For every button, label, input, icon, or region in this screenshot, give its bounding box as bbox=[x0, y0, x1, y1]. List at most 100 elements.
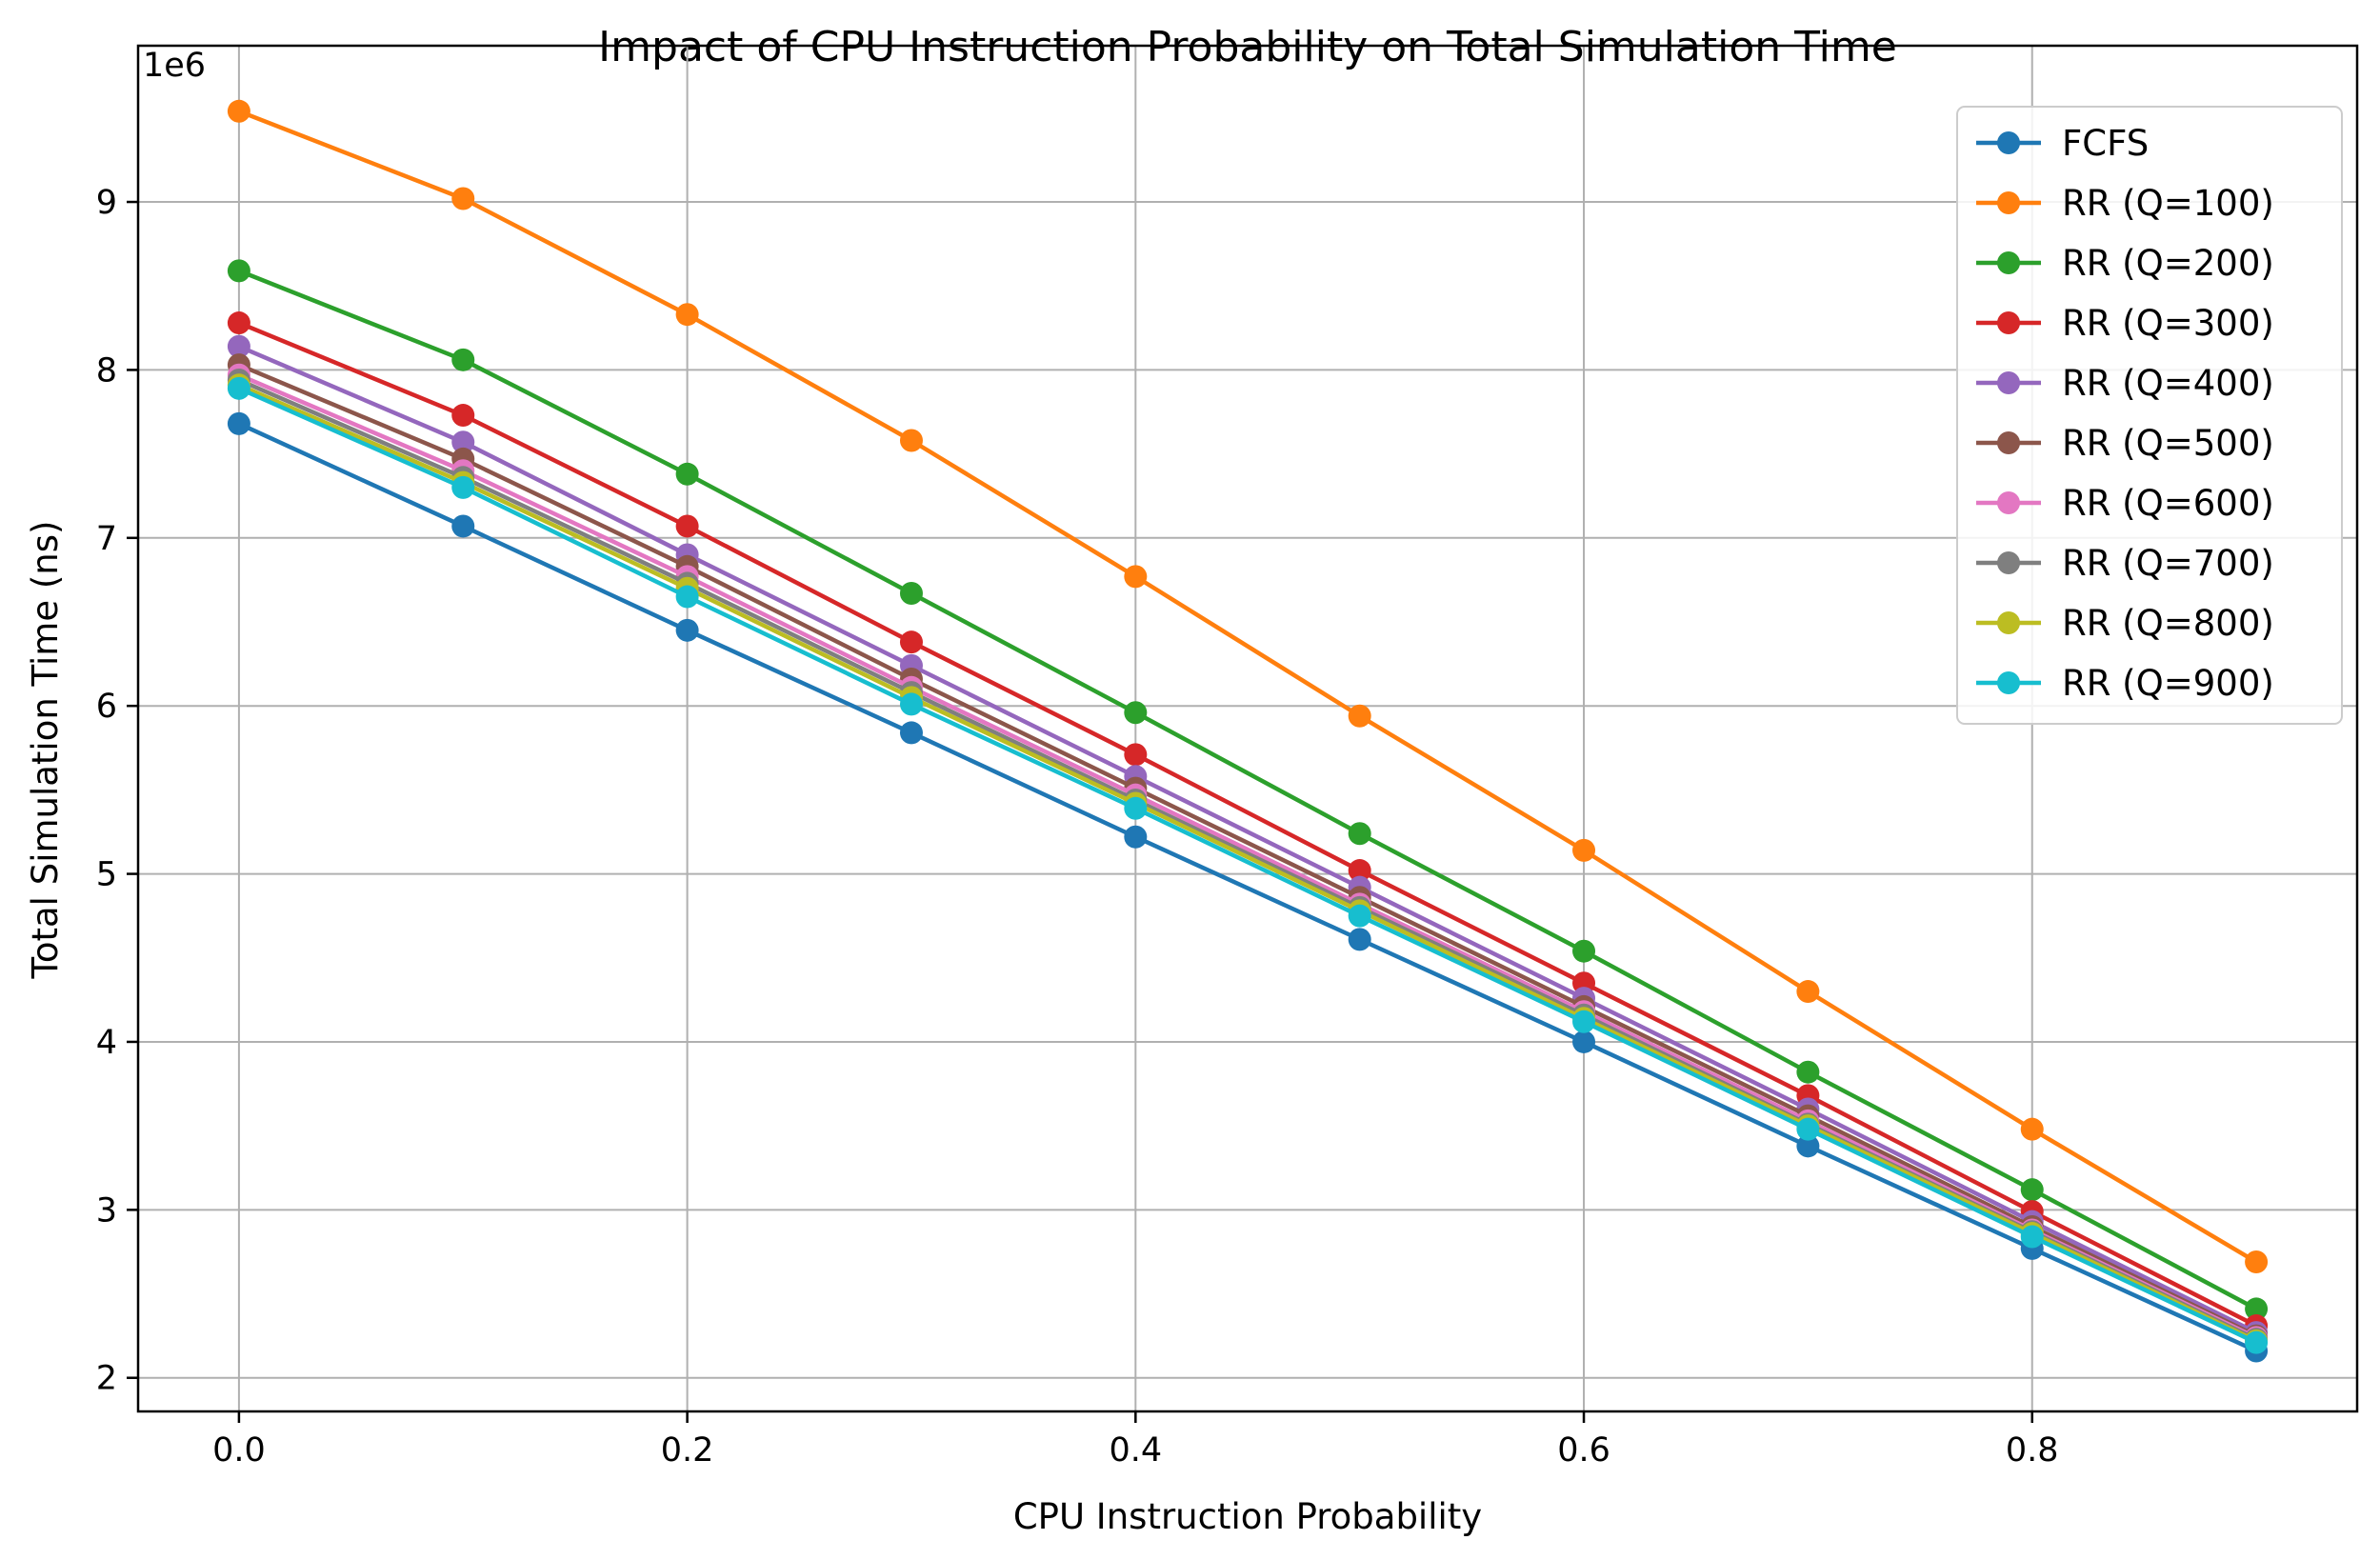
legend-item: RR (Q=700) bbox=[1976, 543, 2274, 584]
x-tick-label: 0.0 bbox=[212, 1431, 266, 1470]
y-tick-label: 6 bbox=[96, 688, 117, 726]
legend-label: RR (Q=300) bbox=[2062, 303, 2274, 344]
series-line bbox=[238, 363, 2258, 1338]
series-1 bbox=[227, 411, 2269, 1363]
legend-item: RR (Q=200) bbox=[1976, 243, 2274, 284]
data-point bbox=[1124, 565, 1148, 589]
legend-label: RR (Q=600) bbox=[2062, 483, 2274, 524]
data-point bbox=[1124, 796, 1148, 820]
series-3 bbox=[227, 259, 2269, 1321]
data-point bbox=[1796, 1117, 1820, 1141]
y-tick-label: 5 bbox=[96, 856, 117, 894]
data-point bbox=[1572, 1030, 1596, 1053]
y-tick-label: 7 bbox=[96, 520, 117, 558]
legend-swatch-marker bbox=[1997, 671, 2020, 694]
series-line bbox=[238, 344, 2258, 1335]
data-point bbox=[1348, 859, 1371, 883]
data-point bbox=[227, 99, 250, 123]
y-tick-label: 3 bbox=[96, 1191, 117, 1230]
data-point bbox=[899, 692, 923, 716]
legend-item: RR (Q=600) bbox=[1976, 483, 2274, 524]
legend-label: RR (Q=700) bbox=[2062, 543, 2274, 584]
legend-swatch-marker bbox=[1997, 611, 2020, 634]
series-2 bbox=[227, 99, 2269, 1274]
x-tick-label: 0.8 bbox=[2006, 1431, 2059, 1470]
plot-frame bbox=[136, 44, 2359, 1413]
series-line bbox=[237, 386, 2258, 1345]
legend-swatch-marker bbox=[1997, 311, 2020, 334]
y-axis-label: Total Simulation Time (ns) bbox=[25, 521, 66, 980]
data-point bbox=[1348, 928, 1371, 951]
legend-swatch-marker bbox=[1997, 551, 2020, 574]
series-line bbox=[238, 372, 2258, 1340]
data-point bbox=[675, 618, 699, 642]
x-tick-label: 0.4 bbox=[1109, 1431, 1162, 1470]
data-point bbox=[1348, 904, 1371, 928]
data-point bbox=[2245, 1297, 2269, 1321]
series-line bbox=[238, 269, 2258, 1311]
data-point bbox=[2245, 1250, 2269, 1274]
data-point bbox=[899, 429, 923, 452]
legend-label: RR (Q=900) bbox=[2062, 663, 2274, 704]
data-point bbox=[899, 630, 923, 654]
x-axis-label: CPU Instruction Probability bbox=[1013, 1496, 1482, 1537]
series-line bbox=[238, 109, 2258, 1264]
data-point bbox=[1796, 1134, 1820, 1158]
y-tick-label: 8 bbox=[96, 351, 117, 390]
data-point bbox=[451, 187, 475, 210]
data-point bbox=[227, 376, 250, 400]
data-point bbox=[899, 721, 923, 745]
data-point bbox=[1796, 980, 1820, 1004]
legend-item: RR (Q=900) bbox=[1976, 663, 2274, 704]
data-point bbox=[451, 404, 475, 428]
legend-swatch-marker bbox=[1997, 491, 2020, 514]
legend-item: FCFS bbox=[1976, 123, 2149, 164]
x-tick-label: 0.6 bbox=[1557, 1431, 1610, 1470]
data-point bbox=[451, 475, 475, 499]
data-point bbox=[1348, 704, 1371, 728]
legend-item: RR (Q=500) bbox=[1976, 423, 2274, 464]
legend: FCFS RR (Q=100) RR (Q=200) RR (Q=300) RR (Q=… bbox=[1956, 106, 2343, 725]
x-tick-label: 0.2 bbox=[661, 1431, 714, 1470]
legend-label: RR (Q=400) bbox=[2062, 363, 2274, 404]
legend-label: RR (Q=800) bbox=[2062, 603, 2274, 644]
y-tick-label: 4 bbox=[96, 1024, 117, 1062]
data-point bbox=[451, 348, 475, 371]
data-point bbox=[675, 303, 699, 327]
data-point bbox=[2020, 1225, 2044, 1249]
series-line bbox=[238, 320, 2258, 1329]
legend-swatch-marker bbox=[1997, 251, 2020, 274]
data-point bbox=[1572, 838, 1596, 862]
legend-label: RR (Q=200) bbox=[2062, 243, 2274, 284]
data-point bbox=[227, 334, 250, 358]
legend-item: RR (Q=800) bbox=[1976, 603, 2274, 644]
data-point bbox=[675, 585, 699, 609]
legend-label: RR (Q=100) bbox=[2062, 183, 2274, 224]
chart-title: Impact of CPU Instruction Probability on… bbox=[598, 23, 1897, 71]
data-point bbox=[675, 462, 699, 486]
legend-swatch-marker bbox=[1997, 431, 2020, 454]
data-point bbox=[1572, 939, 1596, 963]
legend-label: RR (Q=500) bbox=[2062, 423, 2274, 464]
data-point bbox=[1572, 1010, 1596, 1033]
data-point bbox=[227, 259, 250, 283]
legend-label: FCFS bbox=[2062, 123, 2149, 164]
y-axis-offset-label: 1e6 bbox=[143, 47, 206, 85]
series-line bbox=[238, 383, 2258, 1343]
data-point bbox=[2020, 1178, 2044, 1202]
data-point bbox=[227, 311, 250, 335]
data-point bbox=[227, 411, 250, 435]
legend-item: RR (Q=400) bbox=[1976, 363, 2274, 404]
series-line bbox=[237, 421, 2258, 1353]
data-point bbox=[2020, 1117, 2044, 1141]
data-point bbox=[1124, 743, 1148, 767]
y-tick-label: 2 bbox=[96, 1360, 117, 1398]
legend-item: RR (Q=100) bbox=[1976, 183, 2274, 224]
legend-box bbox=[1956, 106, 2343, 725]
data-point bbox=[451, 514, 475, 538]
legend-swatch-marker bbox=[1997, 371, 2020, 394]
data-point bbox=[1348, 822, 1371, 846]
data-point bbox=[2245, 1330, 2269, 1354]
